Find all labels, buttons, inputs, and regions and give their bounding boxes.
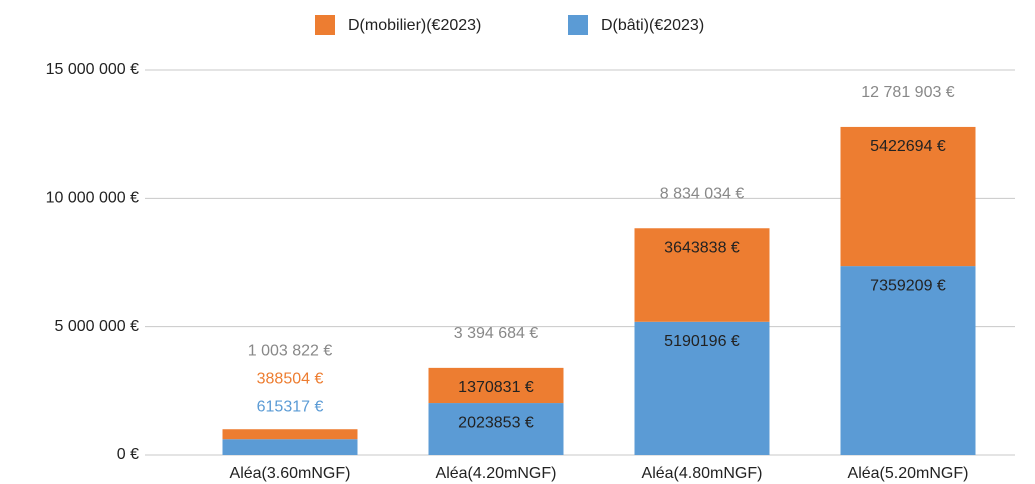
bar-segment: [634, 228, 770, 322]
bar-segment: [634, 321, 770, 455]
x-tick-label: Aléa(4.20mNGF): [436, 465, 557, 482]
legend-label: D(bâti)(€2023): [601, 17, 704, 34]
y-tick-label: 5 000 000 €: [54, 318, 139, 335]
bar-segment: [428, 367, 564, 404]
data-label: 2023853 €: [458, 414, 534, 431]
bar-segment: [222, 439, 358, 455]
legend-swatch: [568, 15, 588, 35]
data-label: 7359209 €: [870, 277, 946, 294]
y-tick-label: 15 000 000 €: [46, 61, 140, 78]
y-tick-label: 0 €: [117, 446, 139, 463]
x-tick-label: Aléa(3.60mNGF): [230, 465, 351, 482]
legend-swatch: [315, 15, 335, 35]
data-label: 1370831 €: [458, 379, 534, 396]
bar-segment: [840, 126, 976, 267]
bar-segment: [428, 403, 564, 455]
y-tick-label: 10 000 000 €: [46, 190, 140, 207]
x-tick-label: Aléa(5.20mNGF): [848, 465, 969, 482]
bar-segment: [840, 266, 976, 455]
legend-label: D(mobilier)(€2023): [348, 17, 481, 34]
data-label: 3643838 €: [664, 239, 740, 256]
total-label: 8 834 034 €: [660, 185, 745, 202]
total-label: 12 781 903 €: [861, 84, 955, 101]
total-label: 1 003 822 €: [248, 342, 333, 359]
data-label: 388504 €: [257, 370, 324, 387]
total-label: 3 394 684 €: [454, 325, 539, 342]
data-label: 615317 €: [257, 398, 324, 415]
bar-segment: [222, 429, 358, 440]
data-label: 5190196 €: [664, 333, 740, 350]
data-label: 5422694 €: [870, 138, 946, 155]
x-tick-label: Aléa(4.80mNGF): [642, 465, 763, 482]
